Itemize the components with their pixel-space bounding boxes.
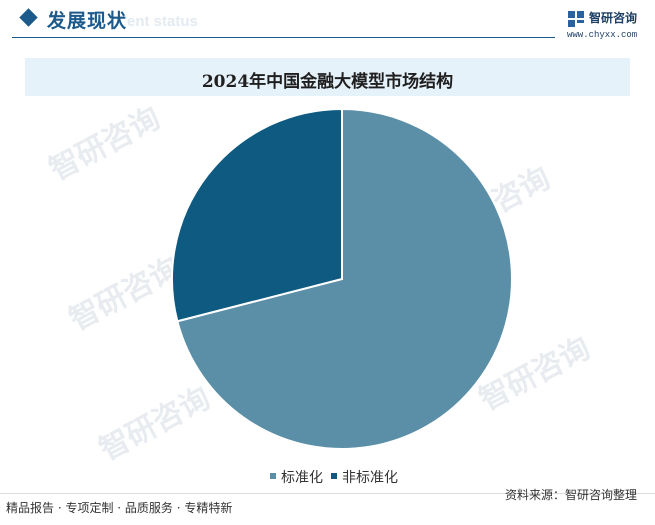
footer-tagline: 精品报告 · 专项定制 · 品质服务 · 专精特新: [6, 501, 233, 515]
legend-swatch: [331, 473, 337, 479]
source-note: 资料来源：智研咨询整理: [505, 488, 638, 502]
brand-logo-icon: [568, 11, 584, 27]
section-header: 发展现状 ent status 智研咨询 www.chyxx.com: [0, 0, 655, 44]
footer-divider: [0, 493, 655, 494]
brand-url: www.chyxx.com: [567, 30, 638, 40]
legend-label: 非标准化: [342, 470, 398, 486]
header-divider: [12, 37, 555, 38]
chart-legend: 标准化 非标准化: [270, 467, 406, 487]
section-subtitle: ent status: [127, 13, 198, 30]
section-title: 发展现状: [47, 10, 128, 32]
legend-swatch: [270, 473, 276, 479]
pie-slice: [170, 107, 343, 323]
brand-name: 智研咨询: [589, 11, 638, 25]
chart-title-band: 2024年中国金融大模型市场结构: [25, 58, 630, 96]
legend-label: 标准化: [281, 470, 323, 486]
chart-title: 2024年中国金融大模型市场结构: [201, 72, 454, 92]
brand: 智研咨询 www.chyxx.com: [567, 8, 652, 42]
legend-item: 非标准化: [331, 467, 398, 487]
pie-slice: [176, 107, 513, 450]
legend-item: 标准化: [270, 467, 323, 487]
